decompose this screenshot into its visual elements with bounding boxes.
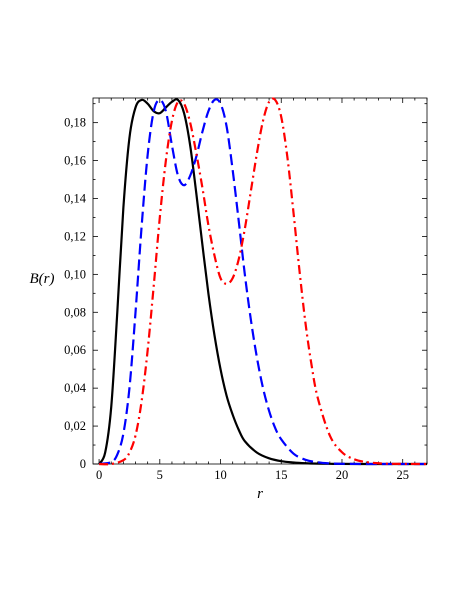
y-tick-label: 0,16 — [64, 154, 86, 168]
y-axis-label: B(r) — [30, 271, 55, 287]
y-tick-label: 0,08 — [64, 305, 86, 319]
y-tick-label: 0,02 — [64, 419, 86, 433]
y-tick-label: 0,06 — [64, 343, 86, 357]
series-line-1 — [98, 98, 427, 466]
plot-frame — [92, 97, 428, 465]
x-tick-label: 5 — [157, 468, 163, 482]
x-tick-label: 25 — [396, 468, 409, 482]
ticks — [93, 98, 428, 465]
x-tick-label: 0 — [96, 468, 102, 482]
series-line-2 — [98, 98, 427, 466]
x-tick-label: 20 — [336, 468, 349, 482]
y-tick-label: 0,18 — [64, 116, 86, 130]
x-tick-label: 15 — [275, 468, 288, 482]
y-tick-label: 0,04 — [64, 381, 87, 395]
y-tick-label: 0,12 — [64, 229, 86, 243]
x-axis-label: r — [257, 486, 263, 502]
y-tick-label: 0,14 — [64, 192, 87, 206]
series-layer — [98, 97, 428, 466]
series-line-3 — [99, 97, 428, 466]
y-tick-label: 0 — [80, 457, 86, 471]
tick-labels: 0 5 10 15 20 25 0 0,02 0,04 0,06 0,08 0,10 0,12 0,14 0… — [64, 116, 409, 482]
y-tick-label: 0,10 — [64, 267, 86, 281]
x-tick-label: 10 — [214, 468, 227, 482]
